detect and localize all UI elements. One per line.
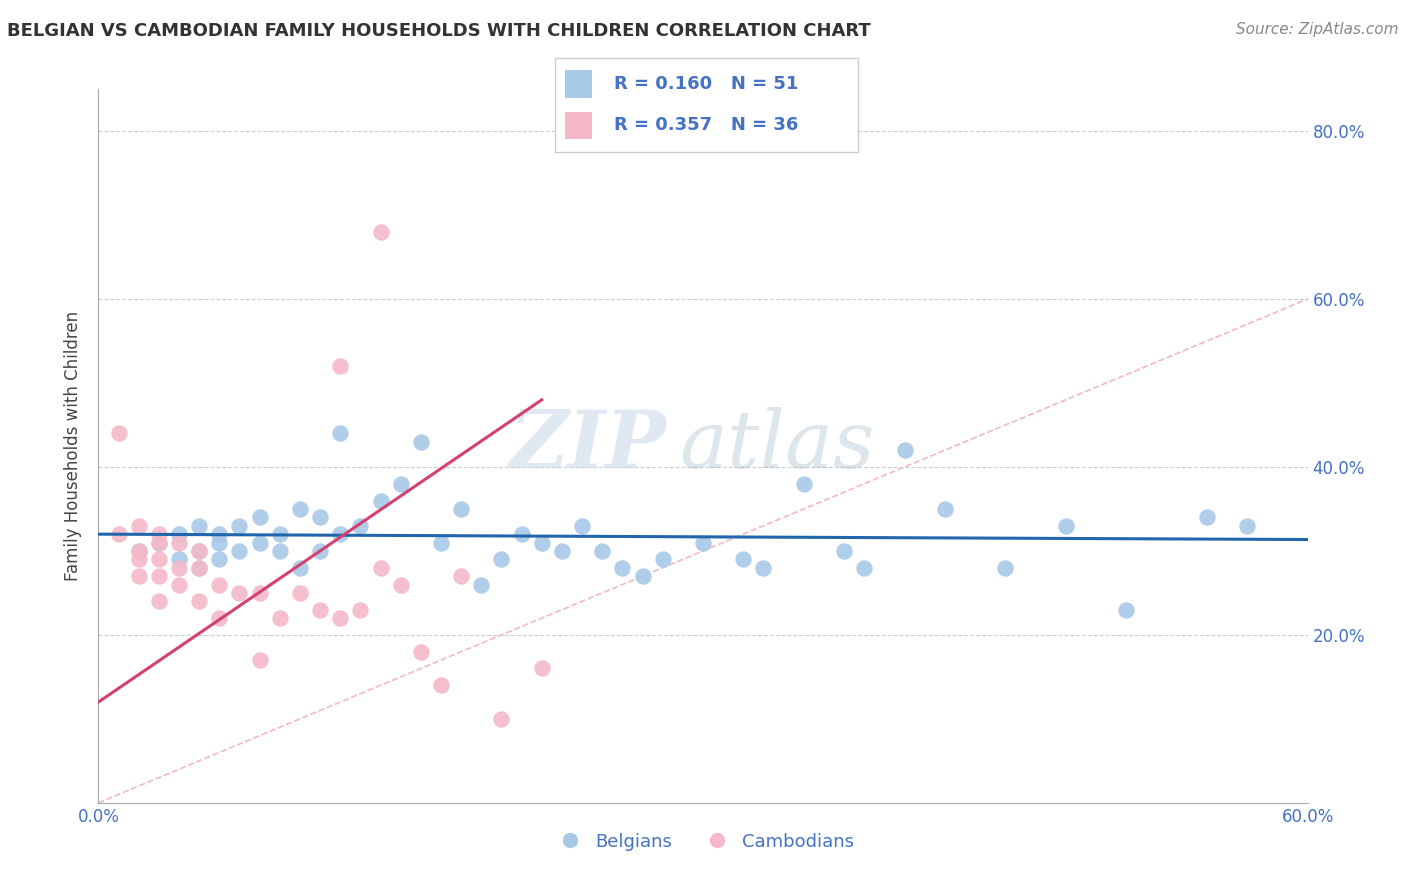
Text: atlas: atlas <box>679 408 875 484</box>
Point <box>409 434 432 449</box>
Point <box>148 527 170 541</box>
Point <box>269 544 291 558</box>
Point <box>329 426 352 441</box>
Point <box>409 645 432 659</box>
Point <box>329 359 352 374</box>
Point <box>893 443 915 458</box>
Point <box>612 560 634 574</box>
Point <box>128 569 150 583</box>
Point <box>167 527 190 541</box>
Point <box>370 493 392 508</box>
Point <box>148 569 170 583</box>
Point <box>208 552 231 566</box>
Point <box>430 535 453 549</box>
Point <box>651 552 673 566</box>
Point <box>389 577 412 591</box>
Point <box>188 544 211 558</box>
Point <box>148 552 170 566</box>
Point <box>107 426 129 441</box>
Point <box>430 678 453 692</box>
Point <box>249 535 271 549</box>
Point <box>228 518 250 533</box>
Point <box>167 552 190 566</box>
Point <box>1115 603 1137 617</box>
Point <box>288 586 311 600</box>
Point <box>128 552 150 566</box>
Point <box>228 544 250 558</box>
Y-axis label: Family Households with Children: Family Households with Children <box>65 311 83 581</box>
Point <box>329 527 352 541</box>
Point <box>994 560 1017 574</box>
Point <box>249 586 271 600</box>
Point <box>269 527 291 541</box>
Point <box>167 560 190 574</box>
Point <box>530 535 553 549</box>
Point <box>1054 518 1077 533</box>
Point <box>349 603 371 617</box>
Point <box>309 603 332 617</box>
Point <box>128 544 150 558</box>
Point <box>107 527 129 541</box>
Text: R = 0.160   N = 51: R = 0.160 N = 51 <box>614 75 799 93</box>
Point <box>1195 510 1218 524</box>
Point <box>832 544 855 558</box>
Point <box>128 518 150 533</box>
Point <box>188 560 211 574</box>
Point <box>733 552 755 566</box>
Point <box>249 510 271 524</box>
Point <box>208 535 231 549</box>
Point <box>167 535 190 549</box>
Point <box>208 611 231 625</box>
Point <box>591 544 613 558</box>
Point <box>208 577 231 591</box>
Point <box>491 552 513 566</box>
Text: BELGIAN VS CAMBODIAN FAMILY HOUSEHOLDS WITH CHILDREN CORRELATION CHART: BELGIAN VS CAMBODIAN FAMILY HOUSEHOLDS W… <box>7 22 870 40</box>
Text: Source: ZipAtlas.com: Source: ZipAtlas.com <box>1236 22 1399 37</box>
Point <box>188 594 211 608</box>
Point <box>793 476 815 491</box>
Point <box>249 653 271 667</box>
Point <box>934 502 956 516</box>
Point <box>188 544 211 558</box>
Point <box>148 594 170 608</box>
Point <box>329 611 352 625</box>
Point <box>349 518 371 533</box>
Point <box>148 535 170 549</box>
Point <box>167 577 190 591</box>
Point <box>551 544 574 558</box>
Point <box>470 577 492 591</box>
Point <box>491 712 513 726</box>
Point <box>208 527 231 541</box>
Point <box>692 535 714 549</box>
Point <box>389 476 412 491</box>
Point <box>288 560 311 574</box>
Point <box>269 611 291 625</box>
Text: R = 0.357   N = 36: R = 0.357 N = 36 <box>614 117 799 135</box>
Point <box>128 544 150 558</box>
Legend: Belgians, Cambodians: Belgians, Cambodians <box>544 826 862 858</box>
Point <box>370 560 392 574</box>
Text: ZIP: ZIP <box>510 408 666 484</box>
Point <box>288 502 311 516</box>
Point <box>571 518 593 533</box>
Point <box>188 560 211 574</box>
Point <box>631 569 654 583</box>
Point <box>530 661 553 675</box>
Point <box>228 586 250 600</box>
Point <box>148 535 170 549</box>
Point <box>450 502 472 516</box>
Point <box>309 544 332 558</box>
Point <box>450 569 472 583</box>
Point <box>510 527 533 541</box>
Point <box>370 225 392 239</box>
Point <box>188 518 211 533</box>
Point <box>309 510 332 524</box>
Point <box>853 560 876 574</box>
Point <box>752 560 775 574</box>
Point <box>1236 518 1258 533</box>
